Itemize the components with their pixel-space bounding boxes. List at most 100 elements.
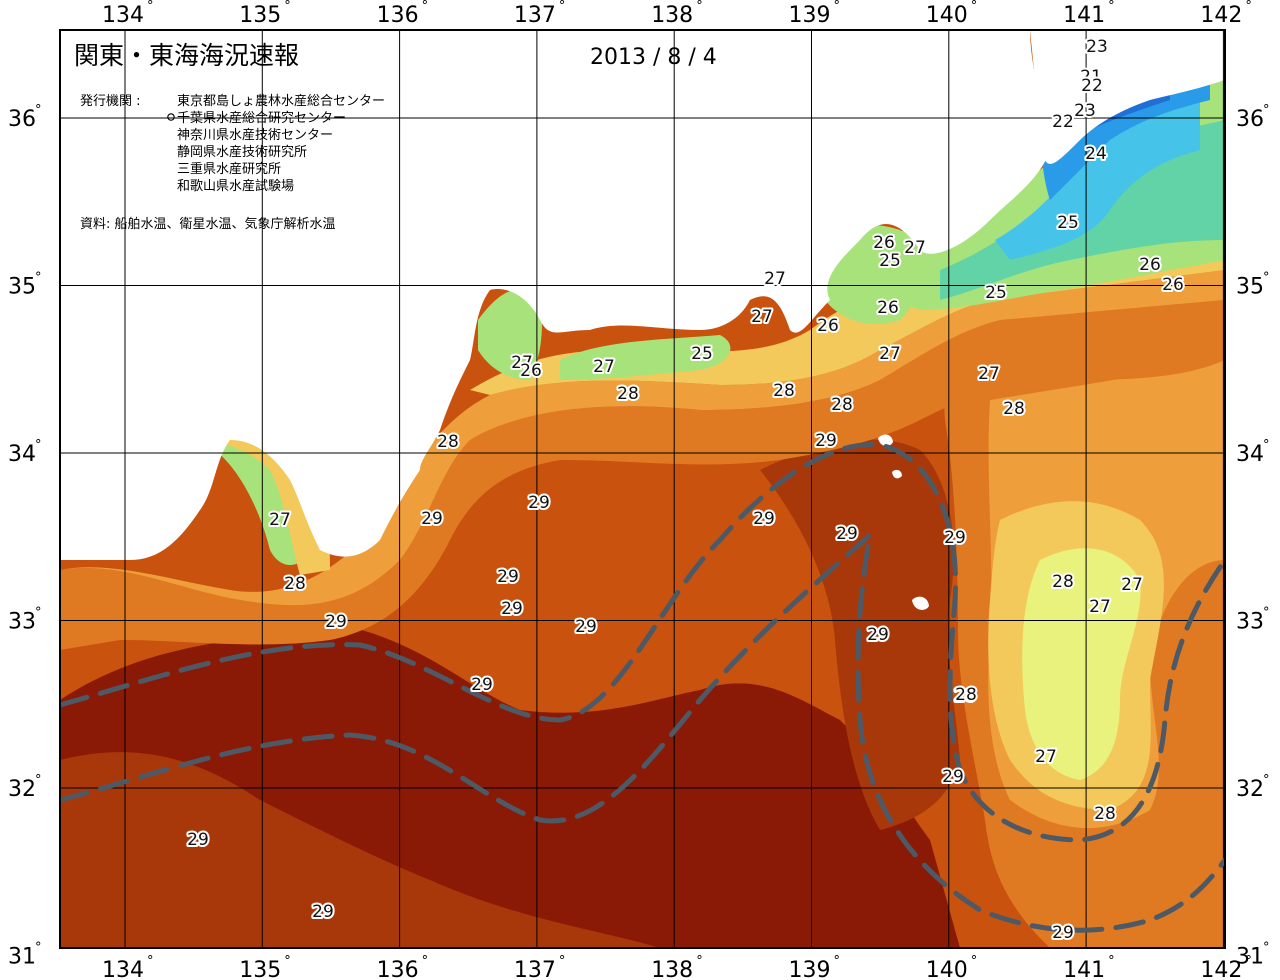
contour-label: 29 [753,509,775,529]
contour-label: 25 [1057,213,1079,233]
lon-tick-139: 139 [789,958,831,980]
degree-symbol: ° [422,954,429,969]
zone-29b-south [60,752,660,948]
contour-label: 29 [528,493,550,513]
current-line-main [60,441,1225,843]
contour-label: 28 [1094,804,1116,824]
degree-symbol: ° [35,773,42,788]
lon-tick-137: 137 [514,3,556,28]
degree-symbol: ° [147,954,154,969]
degree-symbol: ° [559,954,566,969]
land-miyake [892,469,902,479]
zone-28-coastal [60,300,1225,650]
lat-tick-32: 32 [1236,777,1264,802]
contour-label: 28 [773,381,795,401]
contour-label: 27 [269,510,291,530]
degree-symbol: ° [1263,606,1270,621]
land [60,30,1225,610]
degree-symbol: ° [696,954,703,969]
zone-26-mikawa [560,335,731,380]
lat-tick-31: 31 [1236,945,1264,970]
contour-label: 28 [437,432,459,452]
map-title: 関東・東海海況速報 [74,41,299,70]
degree-symbol: ° [559,0,566,14]
contour-label: 29 [942,767,964,787]
contour-label: 25 [691,344,713,364]
contour-label: 27 [904,238,926,258]
lat-tick-33: 33 [8,610,36,635]
contour-label: 23 [1086,37,1108,57]
degree-symbol: ° [971,954,978,969]
issuer-3: 神奈川県水産技術センター [177,127,333,143]
lon-tick-135: 135 [239,3,281,28]
contour-label: 29 [836,524,858,544]
contour-label: 27 [978,364,1000,384]
zone-24-kanto [995,95,1200,260]
lon-tick-141: 141 [1063,3,1105,28]
contour-label: 26 [1162,275,1184,295]
contour-label: 21 [1080,67,1102,87]
degree-symbol: ° [696,0,703,14]
contour-label: 29 [1052,923,1074,943]
land-oshima [878,434,893,447]
contour-label: 28 [955,685,977,705]
contour-label: 29 [501,599,523,619]
lon-labels-top: 134 ° 135 ° 136 ° 137 ° 138 ° 139 ° 140 ° 141 ° 142 ° [102,0,1252,28]
lat-tick-35: 35 [8,275,36,300]
contour-label: 29 [575,617,597,637]
issuer-5: 三重県水産研究所 [177,161,281,177]
map-date: 2013 / 8 / 4 [590,45,717,70]
contour-label: 23 [1074,101,1096,121]
degree-symbol: ° [284,954,291,969]
lon-tick-140: 140 [926,958,968,980]
contour-label: 27 [511,353,533,373]
data-source: 資料: 船舶水温、衛星水温、気象庁解析水温 [80,216,336,232]
degree-symbol: ° [834,954,841,969]
lat-tick-36: 36 [8,107,36,132]
degree-symbol: ° [284,0,291,14]
degree-symbol: ° [971,0,978,14]
contour-label: 28 [1052,572,1074,592]
kuroshio-current-lines [60,441,1225,933]
contour-label: 27 [751,307,773,327]
lon-tick-135: 135 [239,958,281,980]
lon-tick-142: 142 [1200,958,1242,980]
map-frame [59,29,1226,949]
lon-labels-bottom: 134 ° 135 ° 136 ° 137 ° 138 ° 139 ° 140 ° 141 ° 142 ° [102,954,1252,980]
degree-symbol: ° [35,438,42,453]
degree-symbol: ° [1245,954,1252,969]
contour-label: 27 [1089,597,1111,617]
lat-tick-33: 33 [1236,610,1264,635]
contour-label: 27 [1035,747,1057,767]
degree-symbol: ° [35,941,42,956]
zone-28-coastal-inner [60,270,1225,606]
degree-symbol: ° [1263,941,1270,956]
issuer-6: 和歌山県水産試験場 [177,178,294,194]
contour-label: 28 [954,686,976,706]
lon-tick-141: 141 [1063,958,1105,980]
contour-label: 29 [312,902,334,922]
contour-label: 28 [284,574,306,594]
contour-label: 26 [877,298,899,318]
contour-label: 26 [873,233,895,253]
zone-27-east-core [1022,548,1141,780]
contour-label: 29 [471,675,493,695]
lat-labels-right: 36 °35 °34 °33 °32 °31 ° [1236,103,1270,970]
degree-symbol: ° [1108,0,1115,14]
degree-symbol: ° [1245,0,1252,14]
contour-label: 26 [520,361,542,381]
contour-label: 29 [187,830,209,850]
lon-tick-142: 142 [1200,3,1242,28]
lon-tick-134: 134 [102,958,144,980]
contour-label: 28 [617,384,639,404]
contour-label: 29 [497,567,519,587]
lat-tick-36: 36 [1236,107,1264,132]
contour-label: 28 [1003,399,1025,419]
lat-tick-34: 34 [8,442,36,467]
contour-label: 22 [1081,76,1103,96]
degree-symbol: ° [1263,271,1270,286]
lon-tick-137: 137 [514,958,556,980]
